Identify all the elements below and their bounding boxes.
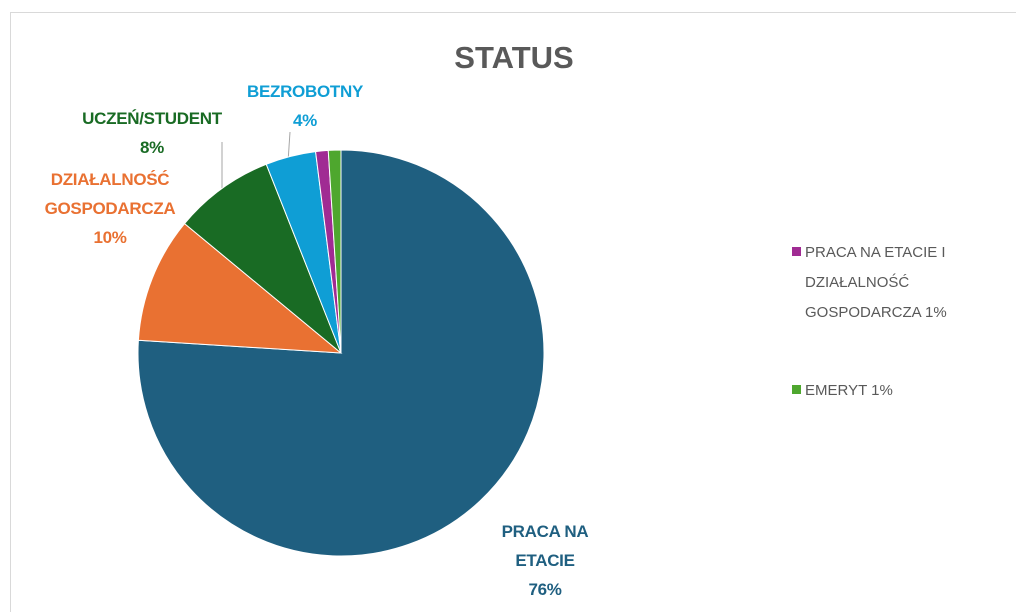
- chart-border: [10, 12, 1016, 612]
- data-label-category: UCZEŃ/STUDENT: [82, 109, 222, 128]
- legend-label: PRACA NA ETACIE I DZIAŁALNOŚĆ GOSPODARCZ…: [805, 244, 946, 321]
- data-label-value: 10%: [93, 228, 127, 247]
- legend-item: EMERYT 1%: [792, 376, 1005, 406]
- data-label: UCZEŃ/STUDENT 8%: [72, 104, 232, 162]
- data-label-category: BEZROBOTNY: [246, 82, 363, 101]
- data-label-category: DZIAŁALNOŚĆ GOSPODARCZA: [44, 170, 176, 218]
- legend-value: 1%: [871, 382, 893, 399]
- data-label-value: 4%: [293, 111, 317, 130]
- data-label-value: 8%: [140, 138, 164, 157]
- data-label-value: 76%: [528, 580, 562, 599]
- data-label: BEZROBOTNY 4%: [240, 77, 370, 135]
- data-label: DZIAŁALNOŚĆ GOSPODARCZA 10%: [43, 165, 178, 252]
- legend-item: PRACA NA ETACIE I DZIAŁALNOŚĆ GOSPODARCZ…: [792, 238, 1005, 328]
- pie-slice: [137, 222, 343, 354]
- legend-swatch: [792, 247, 801, 256]
- legend-label: EMERYT: [805, 382, 867, 399]
- pie-slice: [183, 163, 342, 354]
- data-label-category: PRACA NA ETACIE: [501, 522, 589, 570]
- chart-title: STATUS: [454, 40, 573, 75]
- legend-swatch: [792, 385, 801, 394]
- pie-slice: [327, 149, 342, 354]
- data-label: PRACA NA ETACIE 76%: [490, 517, 600, 604]
- legend-value: 1%: [925, 304, 947, 321]
